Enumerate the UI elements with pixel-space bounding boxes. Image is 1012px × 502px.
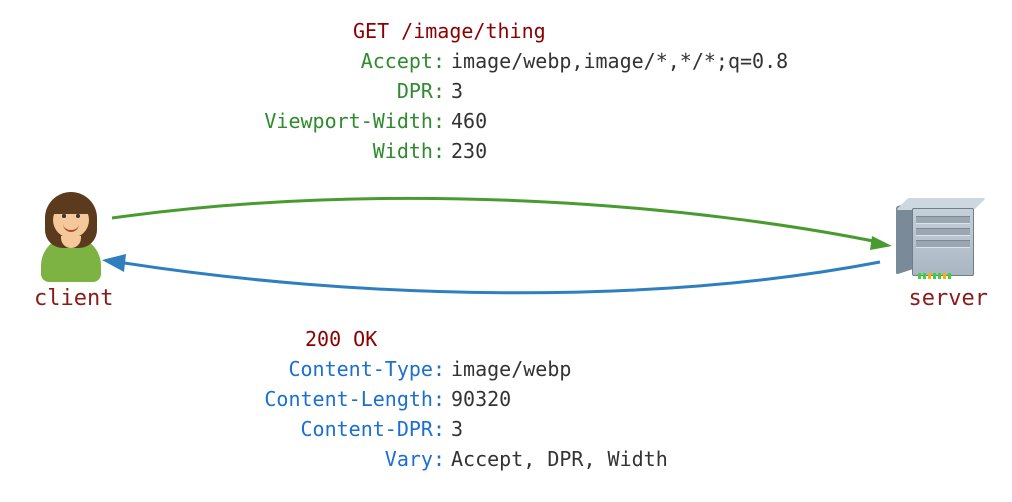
- request-header-row: Width:230: [0, 136, 1012, 166]
- request-header-value: 230: [445, 136, 487, 166]
- response-header-value: image/webp: [445, 354, 571, 384]
- request-header-row: DPR:3: [0, 76, 1012, 106]
- request-header-name: Viewport-Width:: [0, 106, 445, 136]
- request-arrow: [112, 198, 892, 250]
- request-header-value: 460: [445, 106, 487, 136]
- client-caption: client: [34, 286, 113, 311]
- server-icon: [896, 198, 974, 278]
- response-header-name: Content-Type:: [0, 354, 445, 384]
- response-header-name: Content-Length:: [0, 384, 445, 414]
- response-header-row: Content-DPR:3: [0, 414, 1012, 444]
- response-arrow: [102, 254, 880, 293]
- server-caption: server: [909, 286, 988, 311]
- response-header-row: Content-Length:90320: [0, 384, 1012, 414]
- response-header-value: Accept, DPR, Width: [445, 444, 668, 474]
- diagram-stage: client server GET /image/thingAccept:ima…: [0, 0, 1012, 502]
- response-header-value: 3: [445, 414, 463, 444]
- response-header-value: 90320: [445, 384, 511, 414]
- request-line: GET /image/thing: [353, 16, 546, 46]
- response-header-row: Content-Type:image/webp: [0, 354, 1012, 384]
- request-header-name: Accept:: [0, 46, 445, 76]
- client-icon: [35, 192, 107, 282]
- response-header-name: Vary:: [0, 444, 445, 474]
- request-header-value: image/webp,image/*,*/*;q=0.8: [445, 46, 788, 76]
- request-header-row: Accept:image/webp,image/*,*/*;q=0.8: [0, 46, 1012, 76]
- request-header-row: Viewport-Width:460: [0, 106, 1012, 136]
- status-line: 200 OK: [305, 324, 377, 354]
- request-header-name: DPR:: [0, 76, 445, 106]
- server-leds: [918, 260, 968, 266]
- response-header-row: Vary:Accept, DPR, Width: [0, 444, 1012, 474]
- request-header-name: Width:: [0, 136, 445, 166]
- request-header-value: 3: [445, 76, 463, 106]
- response-header-name: Content-DPR:: [0, 414, 445, 444]
